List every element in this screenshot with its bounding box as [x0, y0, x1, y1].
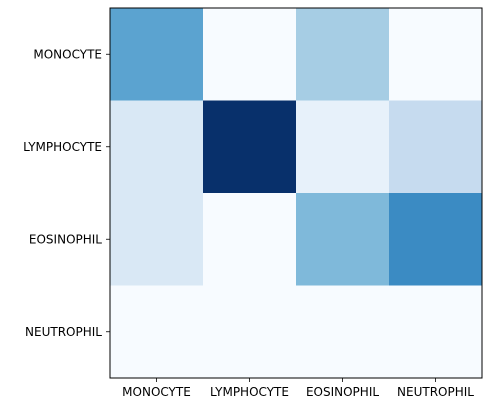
heatmap-cell-neutrophil-lymphocyte: [203, 285, 297, 379]
x-axis: MONOCYTE LYMPHOCYTE EOSINOPHIL NEUTROPHIL: [122, 378, 474, 399]
heatmap-cell-neutrophil-monocyte: [110, 285, 204, 379]
heatmap-cell-neutrophil-eosinophil: [296, 285, 390, 379]
plot-frame: [109, 7, 483, 379]
x-tick-label: EOSINOPHIL: [306, 385, 379, 399]
y-tick-label: NEUTROPHIL: [25, 325, 102, 339]
heatmap-cell-lymphocyte-eosinophil: [296, 100, 390, 194]
y-tick-label: EOSINOPHIL: [29, 232, 102, 246]
x-tick-label: MONOCYTE: [122, 385, 191, 399]
heatmap-cell-monocyte-monocyte: [110, 8, 204, 101]
heatmap-cell-monocyte-neutrophil: [389, 8, 483, 101]
y-axis: MONOCYTE LYMPHOCYTE EOSINOPHIL NEUTROPHIL: [23, 47, 110, 339]
heatmap-cells: [110, 8, 483, 379]
y-tick-label: MONOCYTE: [33, 47, 102, 61]
heatmap-cell-eosinophil-monocyte: [110, 193, 204, 286]
heatmap-cell-eosinophil-lymphocyte: [203, 193, 297, 286]
x-tick-label: NEUTROPHIL: [397, 385, 474, 399]
heatmap-cell-monocyte-lymphocyte: [203, 8, 297, 101]
heatmap-cell-eosinophil-eosinophil: [296, 193, 390, 286]
heatmap-cell-lymphocyte-lymphocyte: [203, 100, 297, 194]
heatmap-cell-neutrophil-neutrophil: [389, 285, 483, 379]
heatmap-cell-lymphocyte-neutrophil: [389, 100, 483, 194]
heatmap-cell-eosinophil-neutrophil: [389, 193, 483, 286]
y-tick-label: LYMPHOCYTE: [23, 140, 102, 154]
heatmap-cell-lymphocyte-monocyte: [110, 100, 204, 194]
x-tick-label: LYMPHOCYTE: [210, 385, 289, 399]
heatmap-cell-monocyte-eosinophil: [296, 8, 390, 101]
